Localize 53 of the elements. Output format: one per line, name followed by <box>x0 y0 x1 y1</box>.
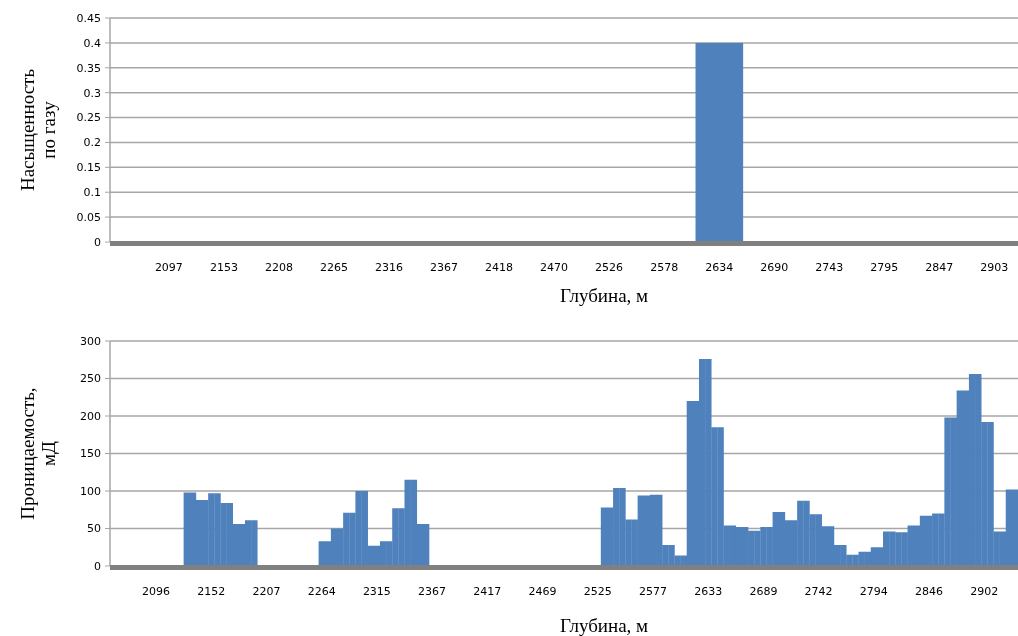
x-tick-label: 2633 <box>694 585 723 598</box>
x-tick-label: 2902 <box>970 585 999 598</box>
x-tick-label: 2847 <box>925 261 954 274</box>
x-tick-label: 2469 <box>528 585 557 598</box>
x-tick-label: 2418 <box>485 261 514 274</box>
y-tick-label: 200 <box>80 409 101 423</box>
y-tick-label: 0.05 <box>76 210 101 224</box>
x-tick-label: 2367 <box>418 585 447 598</box>
x-tick-label: 2794 <box>859 585 888 598</box>
x-tick-label: 2690 <box>760 261 789 274</box>
x-tick-label: 2152 <box>197 585 226 598</box>
x-tick-label: 2525 <box>583 585 612 598</box>
x-axis-title: Глубина, м <box>559 285 649 306</box>
y-tick-label: 0.2 <box>83 136 101 150</box>
y-tick-label: 0.4 <box>83 36 101 50</box>
x-tick-label: 2742 <box>804 585 833 598</box>
y-axis-title: Насыщенность по газу <box>17 68 60 192</box>
x-tick-label: 2689 <box>749 585 778 598</box>
x-tick-label: 2903 <box>980 261 1009 274</box>
y-tick-label: 50 <box>87 522 101 536</box>
x-tick-label: 2265 <box>319 261 348 274</box>
y-tick-label: 0 <box>94 235 101 249</box>
x-tick-label: 2846 <box>915 585 944 598</box>
y-tick-label: 0.15 <box>76 161 101 175</box>
x-tick-label: 2207 <box>252 585 281 598</box>
x-tick-label: 2153 <box>209 261 238 274</box>
x-tick-label: 2316 <box>375 261 403 274</box>
y-tick-label: 0.35 <box>76 61 101 75</box>
y-tick-label: 0.45 <box>76 11 101 25</box>
y-tick-label: 0 <box>94 559 101 573</box>
x-axis-title: Глубина, м <box>559 615 649 636</box>
x-tick-label: 2470 <box>540 261 569 274</box>
x-tick-label: 2578 <box>650 261 679 274</box>
x-tick-label: 2526 <box>595 261 624 274</box>
x-tick-label: 2577 <box>638 585 667 598</box>
x-tick-label: 2634 <box>705 261 734 274</box>
y-tick-label: 0.1 <box>83 186 101 200</box>
y-axis-title: Проницаемость, мД <box>17 387 60 520</box>
x-tick-label: 2417 <box>473 585 502 598</box>
x-tick-label: 2315 <box>362 585 391 598</box>
y-tick-label: 100 <box>80 484 101 498</box>
x-tick-label: 2097 <box>154 261 183 274</box>
x-tick-label: 2743 <box>815 261 844 274</box>
x-tick-label: 2096 <box>142 585 171 598</box>
y-tick-label: 0.25 <box>76 111 101 125</box>
x-tick-label: 2264 <box>307 585 336 598</box>
x-tick-label: 2795 <box>870 261 899 274</box>
y-tick-label: 300 <box>80 334 101 348</box>
y-tick-label: 0.3 <box>83 86 101 100</box>
y-tick-label: 150 <box>80 447 101 461</box>
x-tick-label: 2367 <box>430 261 459 274</box>
x-tick-label: 2208 <box>264 261 293 274</box>
y-tick-label: 250 <box>80 372 101 386</box>
